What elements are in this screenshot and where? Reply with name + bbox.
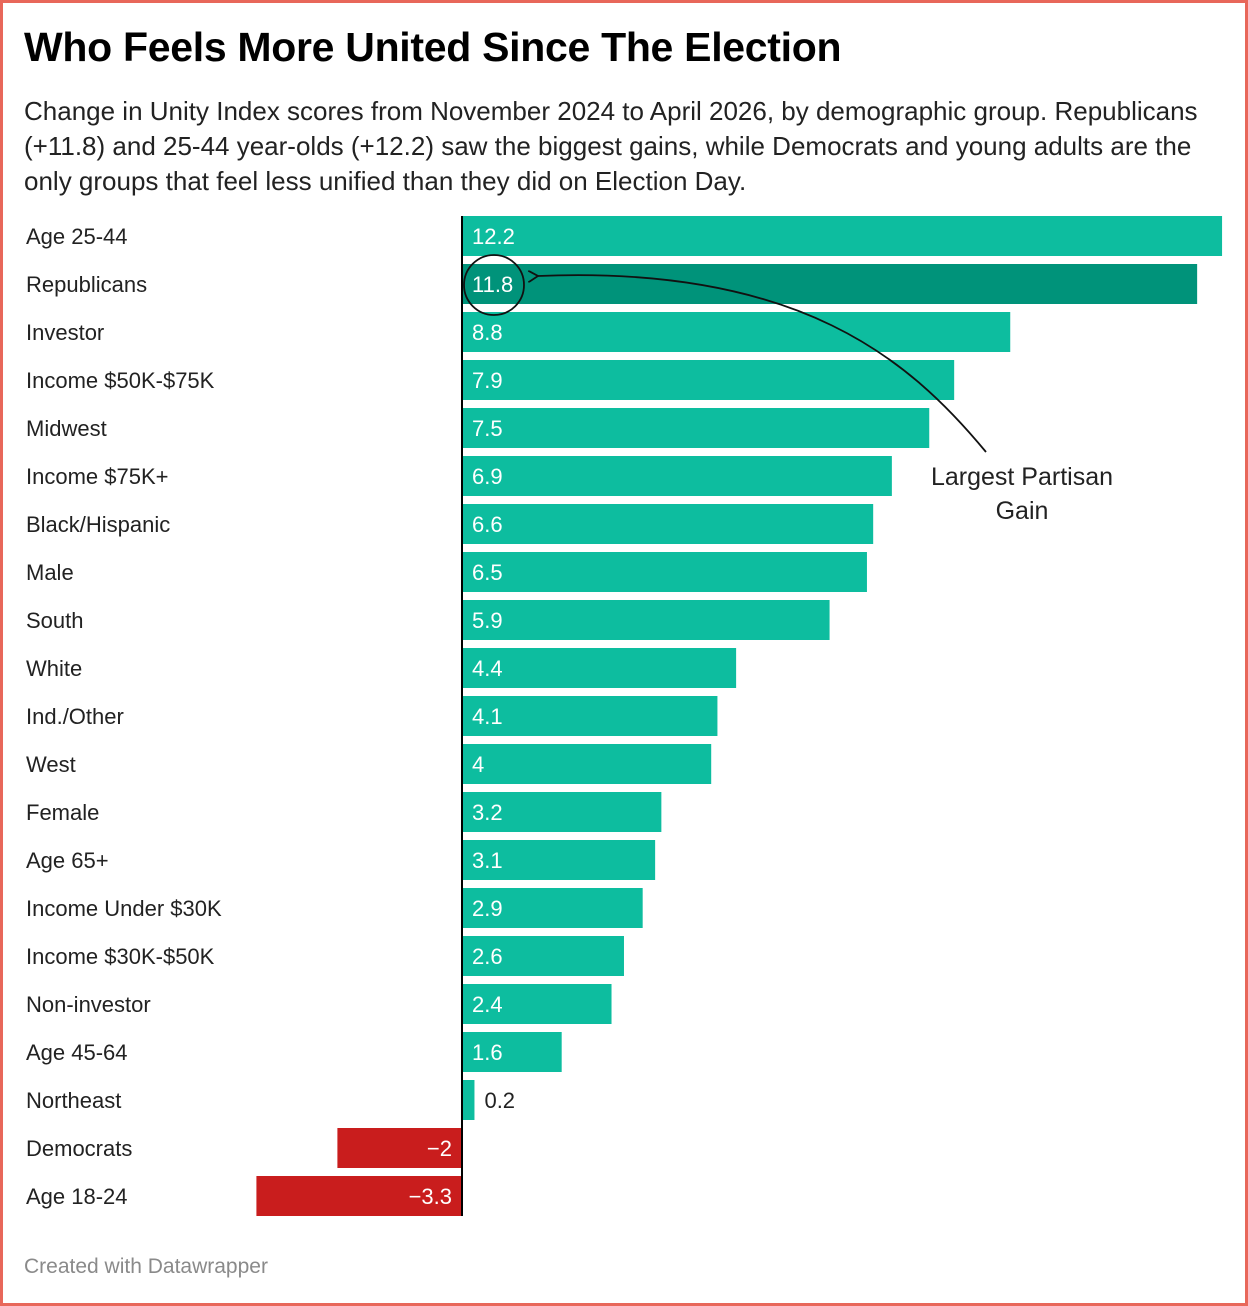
category-label-democrats: Democrats <box>26 1136 132 1161</box>
value-label-income-under-30k: 2.9 <box>472 896 503 921</box>
category-label-ind-other: Ind./Other <box>26 704 124 729</box>
category-label-female: Female <box>26 800 99 825</box>
bar-midwest[interactable] <box>462 408 930 448</box>
bar-income-50k-75k[interactable] <box>462 360 955 400</box>
annotation-text-line-2: Gain <box>996 497 1049 525</box>
bar-age-65[interactable] <box>462 840 656 880</box>
bar-female[interactable] <box>462 792 662 832</box>
annotation-text-line-1: Largest Partisan <box>931 463 1113 491</box>
value-label-age-25-44: 12.2 <box>472 224 515 249</box>
value-label-ind-other: 4.1 <box>472 704 503 729</box>
category-label-white: White <box>26 656 82 681</box>
bar-republicans[interactable] <box>462 264 1198 304</box>
value-label-white: 4.4 <box>472 656 503 681</box>
bar-white[interactable] <box>462 648 737 688</box>
bar-age-18-24[interactable] <box>256 1176 462 1216</box>
chart-subtitle: Change in Unity Index scores from Novemb… <box>24 96 1198 196</box>
value-label-west: 4 <box>472 752 484 777</box>
category-label-male: Male <box>26 560 74 585</box>
bar-income-under-30k[interactable] <box>462 888 643 928</box>
bar-ind-other[interactable] <box>462 696 718 736</box>
value-label-income-30k-50k: 2.6 <box>472 944 503 969</box>
category-label-black-hispanic: Black/Hispanic <box>26 512 170 537</box>
value-label-democrats: −2 <box>427 1136 452 1161</box>
bar-age-45-64[interactable] <box>462 1032 562 1072</box>
category-label-investor: Investor <box>26 320 104 345</box>
value-label-female: 3.2 <box>472 800 503 825</box>
value-label-income-50k-75k: 7.9 <box>472 368 503 393</box>
value-label-male: 6.5 <box>472 560 503 585</box>
value-label-age-65: 3.1 <box>472 848 503 873</box>
bar-income-75k[interactable] <box>462 456 892 496</box>
value-label-income-75k: 6.9 <box>472 464 503 489</box>
bar-northeast[interactable] <box>462 1080 475 1120</box>
category-label-age-18-24: Age 18-24 <box>26 1184 128 1209</box>
value-label-midwest: 7.5 <box>472 416 503 441</box>
value-label-investor: 8.8 <box>472 320 503 345</box>
category-label-midwest: Midwest <box>26 416 107 441</box>
category-label-income-75k: Income $75K+ <box>26 464 168 489</box>
value-label-northeast: 0.2 <box>484 1088 515 1113</box>
bar-income-30k-50k[interactable] <box>462 936 624 976</box>
bar-black-hispanic[interactable] <box>462 504 874 544</box>
category-label-age-25-44: Age 25-44 <box>26 224 128 249</box>
chart-title: Who Feels More United Since The Election <box>24 24 842 70</box>
annotation-circle <box>463 254 525 316</box>
value-label-age-18-24: −3.3 <box>409 1184 452 1209</box>
bar-male[interactable] <box>462 552 867 592</box>
value-label-republicans: 11.8 <box>472 272 513 297</box>
category-label-non-investor: Non-investor <box>26 992 151 1017</box>
category-label-age-45-64: Age 45-64 <box>26 1040 128 1065</box>
category-label-income-under-30k: Income Under $30K <box>26 896 222 921</box>
category-label-northeast: Northeast <box>26 1088 121 1113</box>
value-label-south: 5.9 <box>472 608 503 633</box>
bar-democrats[interactable] <box>337 1128 462 1168</box>
value-label-black-hispanic: 6.6 <box>472 512 503 537</box>
category-label-south: South <box>26 608 84 633</box>
bar-west[interactable] <box>462 744 712 784</box>
category-label-republicans: Republicans <box>26 272 147 297</box>
category-label-west: West <box>26 752 76 777</box>
value-label-age-45-64: 1.6 <box>472 1040 503 1065</box>
category-label-income-50k-75k: Income $50K-$75K <box>26 368 215 393</box>
category-label-age-65: Age 65+ <box>26 848 109 873</box>
bar-non-investor[interactable] <box>462 984 612 1024</box>
category-label-income-30k-50k: Income $30K-$50K <box>26 944 215 969</box>
annotation-arrow <box>538 275 987 453</box>
footer-credit[interactable]: Created with Datawrapper <box>24 1255 268 1278</box>
bar-investor[interactable] <box>462 312 1011 352</box>
bar-south[interactable] <box>462 600 830 640</box>
bar-age-25-44[interactable] <box>462 216 1223 256</box>
value-label-non-investor: 2.4 <box>472 992 503 1017</box>
